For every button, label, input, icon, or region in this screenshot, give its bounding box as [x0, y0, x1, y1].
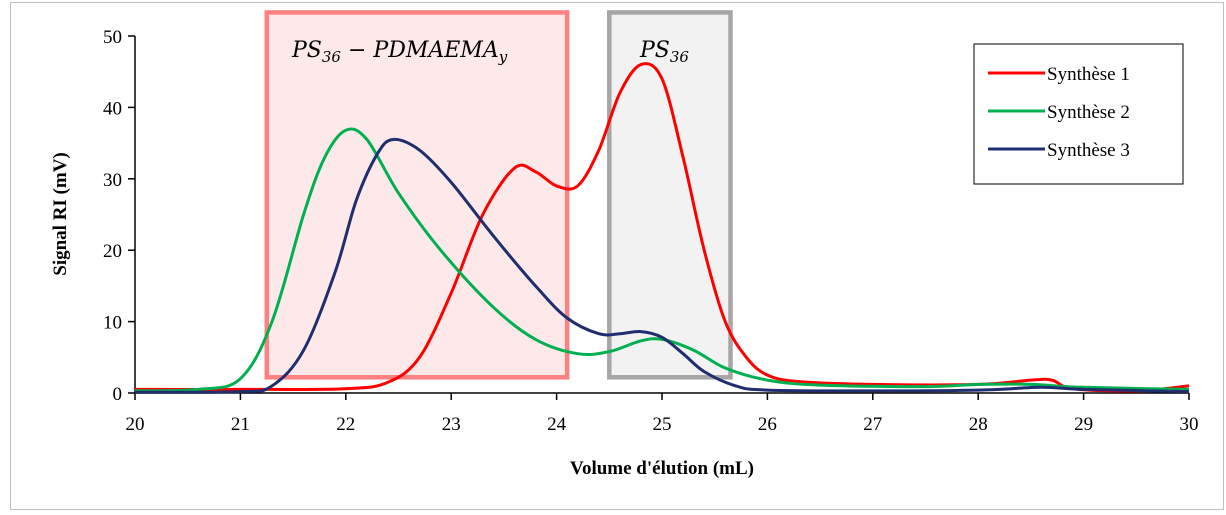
y-axis-title: Signal RI (mV) [50, 152, 71, 276]
y-tick-label: 50 [103, 27, 122, 48]
series-line-2 [134, 127, 1190, 393]
legend-label-1: Synthèse 1 [1047, 64, 1130, 85]
x-tick-label: 22 [336, 414, 355, 435]
y-tick-label: 10 [103, 313, 122, 334]
y-tick-label: 30 [103, 170, 122, 191]
x-tick-label: 26 [758, 414, 777, 435]
x-tick-label: 27 [863, 414, 882, 435]
series-lines [134, 62, 1190, 394]
y-tick-label: 40 [103, 98, 122, 119]
x-tick-label: 25 [653, 414, 672, 435]
x-tick-label: 23 [442, 414, 461, 435]
x-tick-label: 20 [126, 414, 145, 435]
series-line-3 [134, 137, 1190, 394]
x-tick-label: 21 [231, 414, 250, 435]
legend-label-3: Synthèse 3 [1047, 140, 1130, 161]
y-tick-label: 20 [103, 241, 122, 262]
legend-box [973, 43, 1184, 185]
highlight-regions [264, 10, 733, 380]
region-box-1 [264, 10, 570, 380]
x-tick-label: 29 [1074, 414, 1093, 435]
y-tick-label: 0 [113, 384, 123, 405]
region-box-2 [607, 10, 733, 380]
x-tick-label: 28 [969, 414, 988, 435]
legend: Synthèse 1 Synthèse 2 Synthèse 3 [973, 43, 1184, 185]
x-tick-label: 30 [1180, 414, 1199, 435]
x-axis-title: Volume d'élution (mL) [570, 458, 754, 479]
legend-label-2: Synthèse 2 [1047, 102, 1130, 123]
region-annotations: PS36 − PDMAEMAy PS36 [291, 38, 689, 66]
region-label-2: PS36 [639, 38, 689, 66]
region-label-1: PS36 − PDMAEMAy [291, 38, 508, 66]
chart-frame [10, 2, 1224, 510]
x-tick-label: 24 [547, 414, 567, 435]
axes: 20 21 22 23 24 25 26 27 28 29 30 0 10 20 30 40 50 [103, 27, 1199, 435]
